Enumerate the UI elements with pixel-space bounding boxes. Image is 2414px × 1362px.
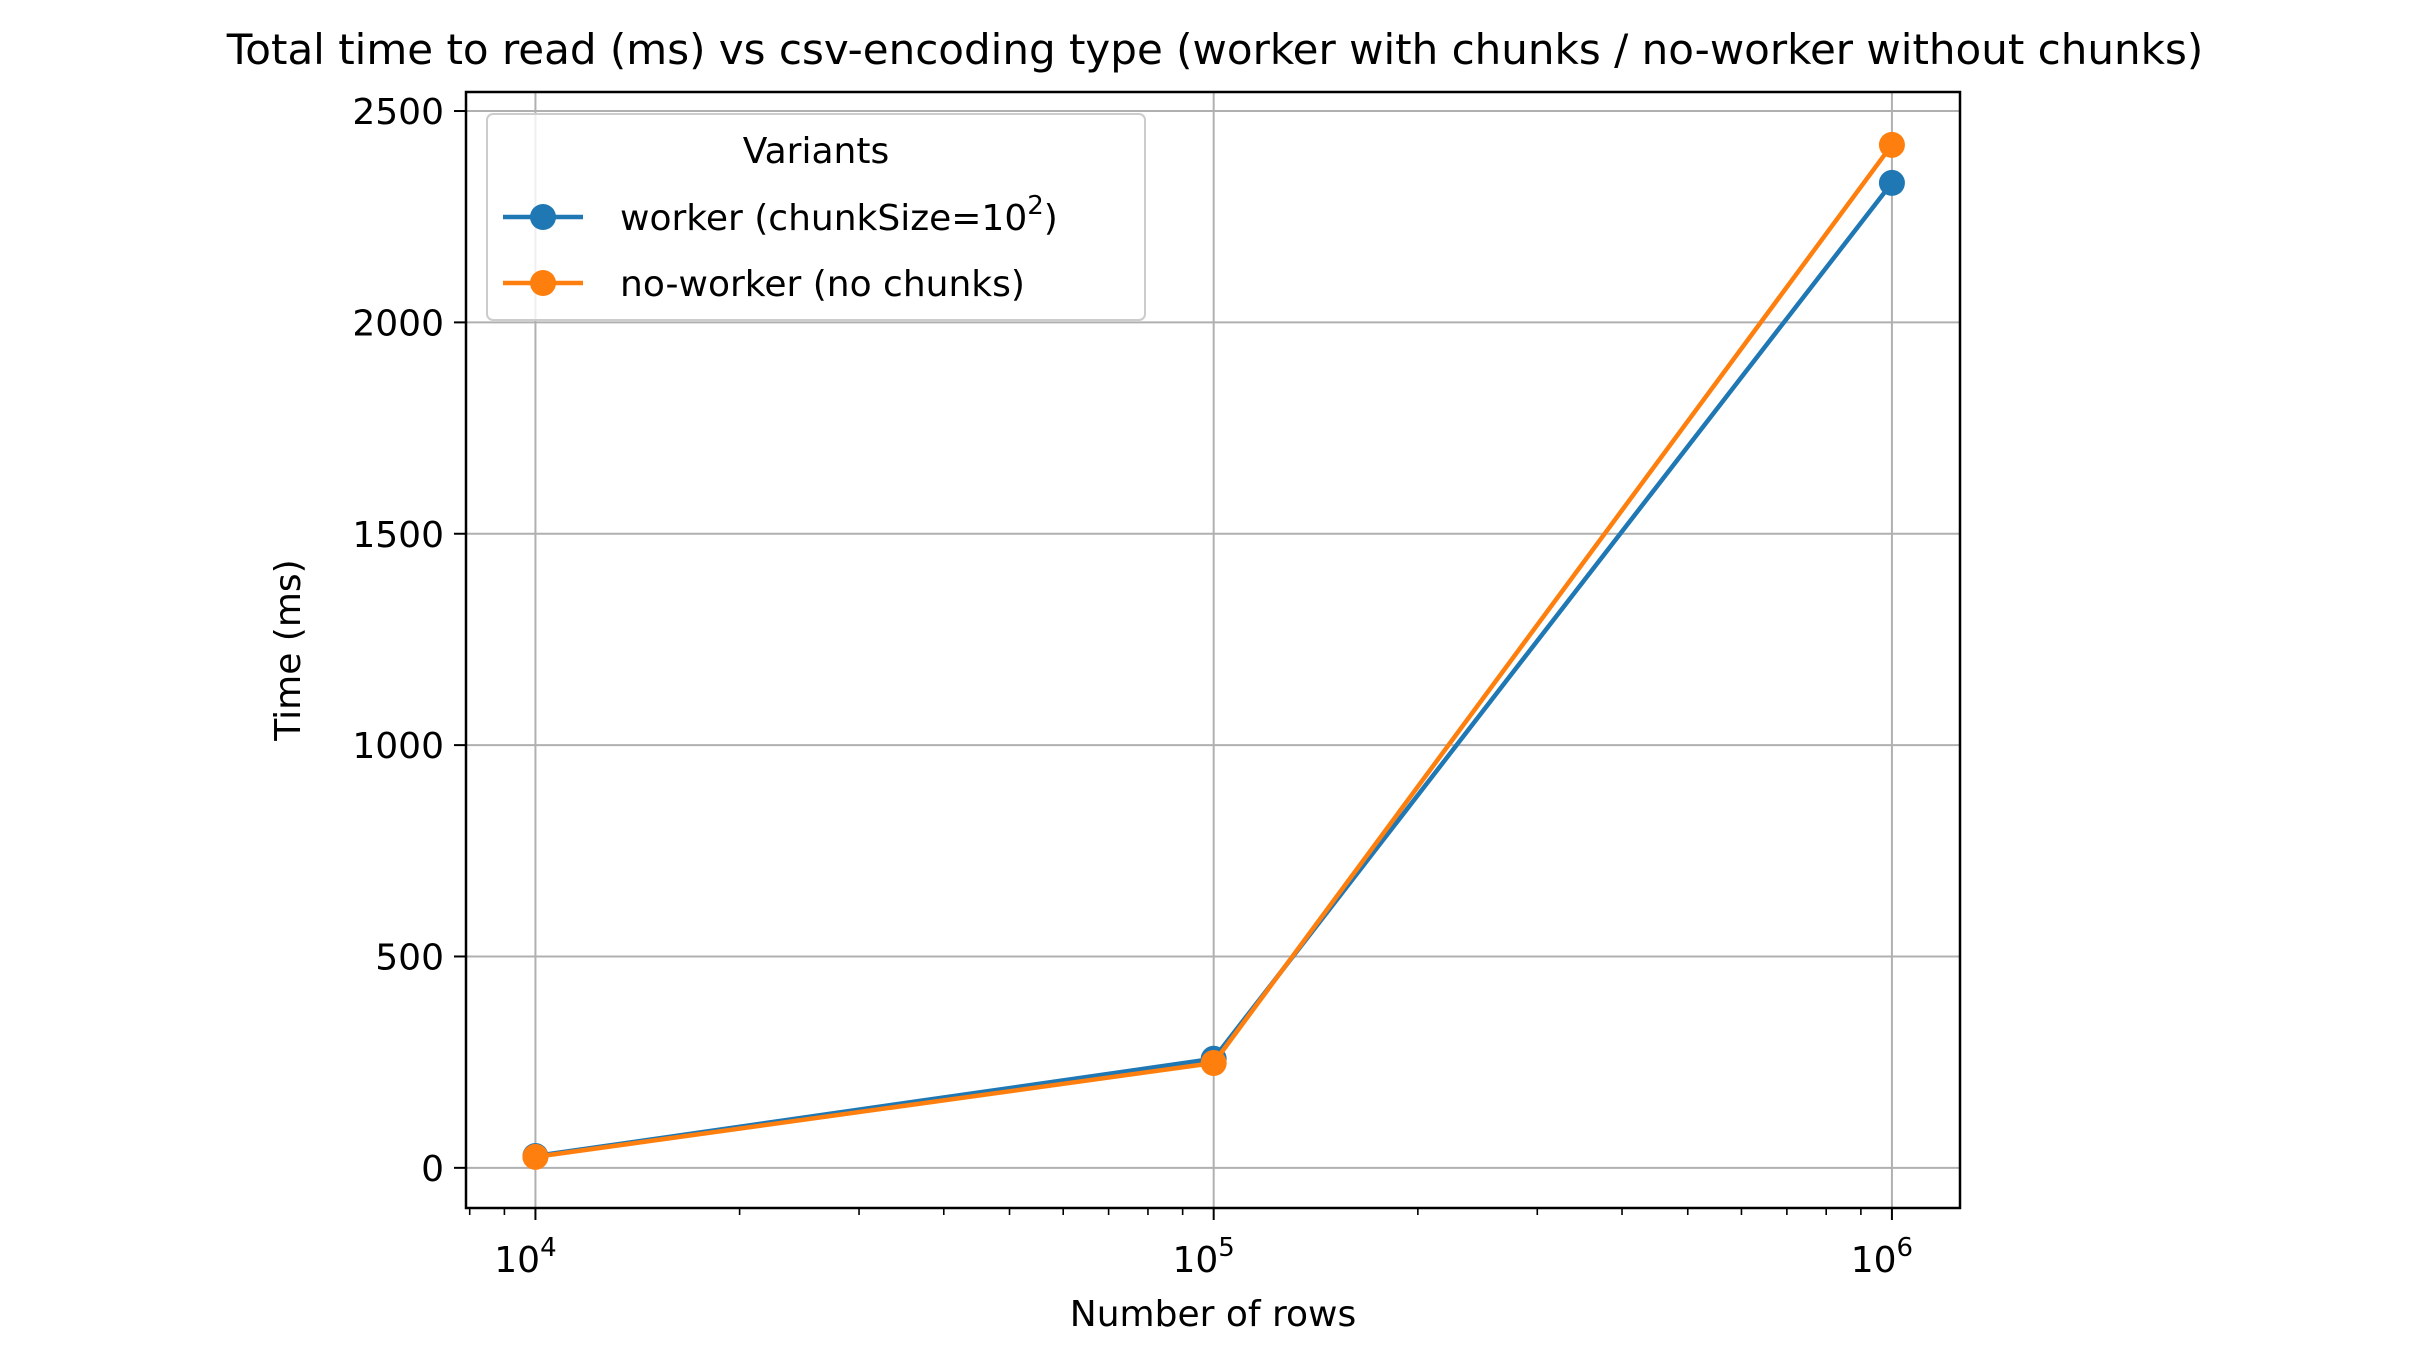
x-tick-label: 105 xyxy=(1172,1233,1234,1281)
data-point xyxy=(1878,131,1905,158)
y-tick-label: 2000 xyxy=(352,303,444,344)
legend-title: Variants xyxy=(743,131,889,172)
series-layer xyxy=(522,131,1905,1170)
x-axis-label: Number of rows xyxy=(1070,1294,1356,1335)
data-point xyxy=(1200,1050,1227,1077)
legend-entry-label: no-worker (no chunks) xyxy=(620,264,1025,305)
data-point xyxy=(1878,169,1905,196)
y-tick-label: 1000 xyxy=(352,726,444,767)
y-tick-label: 2500 xyxy=(352,92,444,133)
legend-entry-label: worker (chunkSize=102) xyxy=(620,191,1058,239)
x-tick-label: 104 xyxy=(494,1233,556,1281)
legend-box xyxy=(486,113,1146,321)
x-tick-label: 106 xyxy=(1851,1233,1913,1281)
y-tick-label: 0 xyxy=(421,1149,444,1190)
legend: Variants worker (chunkSize=102) no-worker… xyxy=(486,113,1146,321)
y-tick-label: 1500 xyxy=(352,515,444,556)
data-point xyxy=(522,1143,549,1170)
chart-title: Total time to read (ms) vs csv-encoding … xyxy=(226,25,2203,74)
legend-swatch-marker xyxy=(530,204,556,230)
y-tick-label: 500 xyxy=(375,937,444,978)
legend-swatch-marker xyxy=(530,270,556,296)
y-axis-label: Time (ms) xyxy=(268,559,309,741)
axis-ticks: 0 500 1000 1500 2000 2500 104 105 106 xyxy=(352,92,1913,1281)
